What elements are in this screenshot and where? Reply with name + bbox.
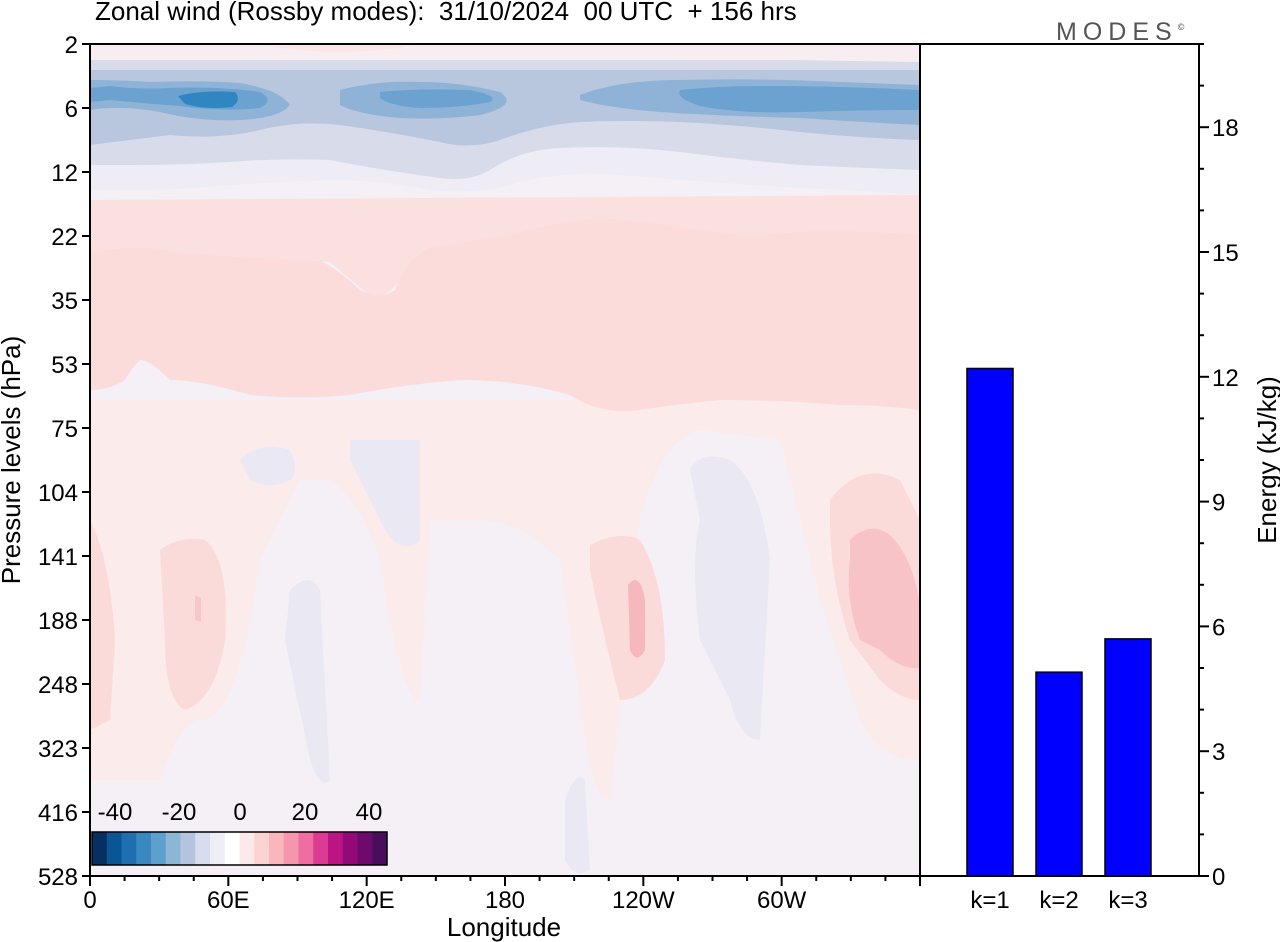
chart-title: Zonal wind (Rossby modes): 31/10/2024 00… [95, 0, 797, 26]
bar-y-axis-title: Energy (kJ/kg) [1252, 376, 1280, 544]
colorbar-swatch [357, 832, 373, 865]
colorbar-tick-label: -40 [98, 799, 133, 826]
colorbar-swatch [328, 832, 344, 865]
y-tick-label: 104 [38, 480, 78, 507]
y-tick-label: 53 [51, 352, 78, 379]
colorbar-swatch [165, 832, 181, 865]
x-tick-label: 60E [207, 887, 250, 914]
colorbar-swatch [136, 832, 152, 865]
colorbar-swatch [224, 832, 240, 865]
colorbar-swatch [195, 832, 211, 865]
x-tick-label: 120W [612, 887, 675, 914]
modes-logo: MODES© [1056, 18, 1184, 47]
bar-series [966, 367, 1152, 877]
colorbar-swatch [372, 832, 388, 865]
bar-y-tick-label: 0 [1212, 864, 1225, 891]
y-tick-label: 22 [51, 224, 78, 251]
colorbar-swatch [254, 832, 270, 865]
x-tick-label: 180 [485, 887, 525, 914]
y-tick-label: 12 [51, 160, 78, 187]
colorbar-swatch [313, 832, 329, 865]
heatmap-x-axis-title: Longitude [447, 912, 561, 942]
colorbar-swatch [121, 832, 137, 865]
colorbar-swatch [106, 832, 122, 865]
colorbar-swatch [92, 832, 108, 865]
y-tick-label: 6 [65, 96, 78, 123]
bar-category-label: k=1 [970, 887, 1009, 914]
y-tick-label: 141 [38, 544, 78, 571]
colorbar-tick-label: 0 [233, 799, 246, 826]
colorbar-swatch [269, 832, 285, 865]
logo-text: MODES [1056, 18, 1178, 46]
colorbar-tick-label: -20 [162, 799, 197, 826]
colorbar-swatch [298, 832, 314, 865]
bar-k=3 [1104, 638, 1152, 877]
bar-y-axis: 0 3 6 9 12 15 18 [1199, 43, 1239, 891]
bar-y-tick-label: 6 [1212, 614, 1225, 641]
y-tick-label: 75 [51, 416, 78, 443]
colorbar: -40 -20 0 20 40 [91, 799, 388, 866]
y-tick-label: 2 [65, 32, 78, 59]
bar-category-label: k=3 [1108, 887, 1147, 914]
bar-y-tick-label: 12 [1212, 365, 1239, 392]
bar-category-label: k=2 [1039, 887, 1078, 914]
heatmap-field [90, 44, 920, 876]
colorbar-frame [91, 831, 388, 866]
bar-y-tick-label: 18 [1212, 115, 1239, 142]
colorbar-swatch [283, 832, 299, 865]
heatmap-y-axis-title: Pressure levels (hPa) [0, 336, 26, 585]
colorbar-tick-label: 40 [356, 799, 383, 826]
heatmap-y-axis: 2 6 12 22 35 53 75 104 141 188 248 323 416 528 [38, 32, 90, 891]
y-tick-label: 248 [38, 672, 78, 699]
heatmap-x-axis: 0 60E 120E 180 120W 60W [83, 876, 921, 914]
logo-mark: © [1177, 22, 1185, 32]
bar-k=1 [966, 367, 1014, 877]
y-tick-label: 323 [38, 736, 78, 763]
colorbar-swatch [342, 832, 358, 865]
colorbar-swatch [210, 832, 226, 865]
x-tick-label: 0 [83, 887, 96, 914]
colorbar-swatch [151, 832, 167, 865]
x-tick-label: 120E [339, 887, 395, 914]
y-tick-label: 35 [51, 288, 78, 315]
colorbar-swatch [180, 832, 196, 865]
bar-y-tick-label: 9 [1212, 490, 1225, 517]
bar-x-axis: k=1 k=2 k=3 [970, 887, 1147, 914]
bar-k=2 [1035, 671, 1083, 877]
bar-y-tick-label: 3 [1212, 739, 1225, 766]
y-tick-label: 416 [38, 800, 78, 827]
bar-y-tick-label: 15 [1212, 240, 1239, 267]
colorbar-swatch [239, 832, 255, 865]
y-tick-label: 188 [38, 608, 78, 635]
colorbar-tick-label: 20 [292, 799, 319, 826]
y-tick-label: 528 [38, 864, 78, 891]
x-tick-label: 60W [757, 887, 807, 914]
